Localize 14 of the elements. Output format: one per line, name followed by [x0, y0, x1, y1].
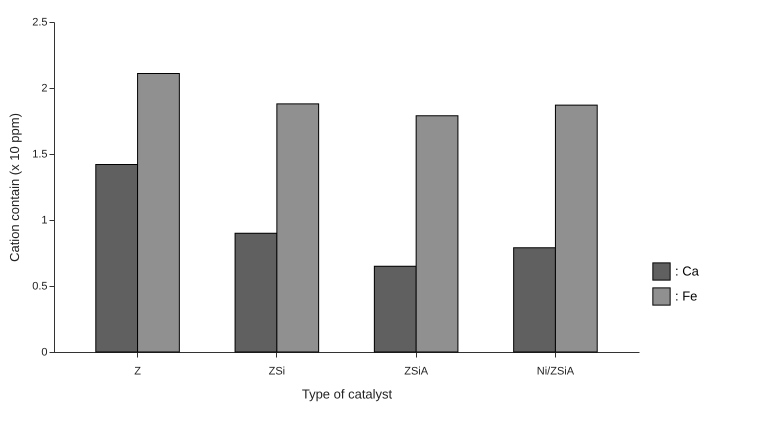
y-tick-label: 2: [41, 82, 48, 94]
y-tick-label: 0: [41, 346, 48, 358]
x-tick-label: ZSi: [268, 366, 286, 378]
y-tick-label: 1: [41, 214, 48, 226]
x-tick-label: ZSiA: [404, 366, 429, 378]
x-axis-title: Type of catalyst: [302, 386, 393, 402]
legend-label: : Fe: [675, 288, 698, 304]
y-axis-title: Cation contain (x 10 ppm): [7, 113, 22, 262]
y-tick-label: 1.5: [32, 148, 48, 160]
x-tick-label: Z: [134, 366, 142, 378]
legend-label: : Ca: [675, 264, 700, 278]
x-tick-label: Ni/ZSiA: [536, 366, 575, 378]
y-tick-label: 2.5: [32, 16, 48, 28]
y-tick-label: 0.5: [32, 280, 48, 292]
